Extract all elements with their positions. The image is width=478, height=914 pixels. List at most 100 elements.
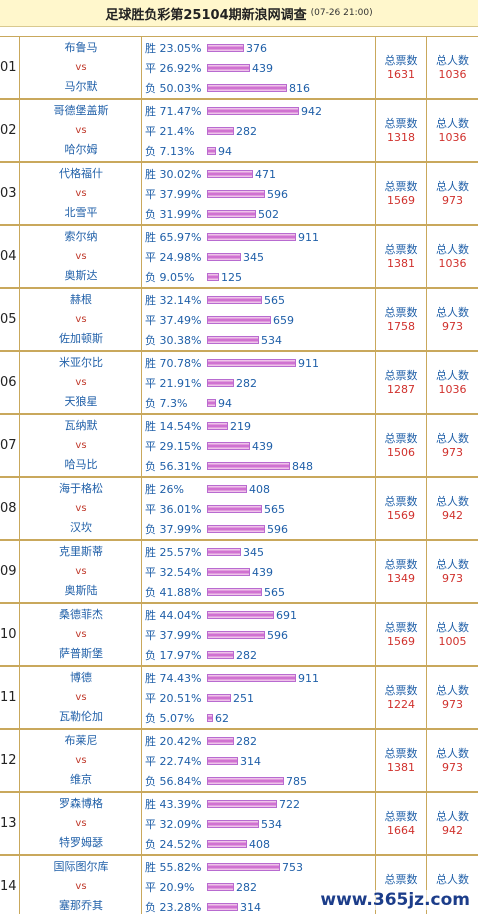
vote-bars: 胜 32.14% 565 平 37.49% 659 负 30.38% 534 <box>142 289 376 350</box>
lose-vote-bar <box>207 651 234 659</box>
lose-vote-count: 125 <box>221 270 242 284</box>
home-team[interactable]: 克里斯蒂 <box>59 545 103 558</box>
away-team[interactable]: 瓦勒伦加 <box>59 710 103 723</box>
win-percentage: 胜 71.47% <box>145 105 202 118</box>
draw-bar-line: 平 37.99% 596 <box>145 185 288 203</box>
draw-vote-count: 439 <box>252 61 273 75</box>
draw-vote-count: 596 <box>267 187 288 201</box>
lose-bar-line: 负 24.52% 408 <box>145 835 270 853</box>
win-bar-line: 胜 71.47% 942 <box>145 102 322 120</box>
lose-vote-bar <box>207 777 284 785</box>
lose-vote-count: 534 <box>261 333 282 347</box>
total-people-value: 973 <box>442 446 463 459</box>
total-people-value: 973 <box>442 698 463 711</box>
lose-bar-line: 负 30.38% 534 <box>145 331 282 349</box>
total-votes-value: 1506 <box>387 446 415 459</box>
win-vote-bar <box>207 548 241 556</box>
lose-vote-count: 62 <box>215 711 229 725</box>
total-people-label: 总人数 <box>436 558 469 571</box>
win-percentage: 胜 25.57% <box>145 546 202 559</box>
win-vote-bar <box>207 359 296 367</box>
total-votes-label: 总票数 <box>384 243 418 256</box>
win-percentage: 胜 44.04% <box>145 609 202 622</box>
win-vote-bar <box>207 422 228 430</box>
away-team[interactable]: 北雪平 <box>64 206 98 219</box>
total-votes-value: 1664 <box>387 824 415 837</box>
away-team[interactable]: 哈尔姆 <box>64 143 98 156</box>
lose-percentage: 负 56.31% <box>145 460 202 473</box>
draw-vote-count: 565 <box>264 502 285 516</box>
away-team[interactable]: 佐加顿斯 <box>59 332 103 345</box>
vote-bars: 胜 70.78% 911 平 21.91% 282 负 7.3% 94 <box>142 352 376 413</box>
away-team[interactable]: 马尔默 <box>64 80 98 93</box>
win-vote-count: 911 <box>298 356 319 370</box>
away-team[interactable]: 维京 <box>70 773 92 786</box>
win-vote-bar <box>207 800 277 808</box>
home-team[interactable]: 索尔纳 <box>64 230 98 243</box>
away-team[interactable]: 塞那乔其 <box>59 899 103 912</box>
draw-bar-line: 平 32.09% 534 <box>145 815 282 833</box>
survey-datetime: (07-26 21:00) <box>310 8 373 18</box>
draw-vote-bar <box>207 253 241 261</box>
total-people-label: 总人数 <box>436 243 469 256</box>
away-team[interactable]: 奥斯陆 <box>64 584 98 597</box>
draw-vote-count: 251 <box>233 691 254 705</box>
home-team[interactable]: 罗森博格 <box>59 797 103 810</box>
total-votes-value: 1381 <box>387 257 415 270</box>
win-vote-bar <box>207 674 296 682</box>
draw-vote-count: 439 <box>252 439 273 453</box>
match-teams: 罗森博格 vs 特罗姆瑟 <box>20 793 142 854</box>
vs-label: vs <box>75 818 87 829</box>
total-people-cell: 总人数 942 <box>427 793 478 854</box>
match-row: 04 索尔纳 vs 奥斯达 胜 65.97% 911 平 24.98% 345 <box>0 225 478 288</box>
match-number: 14 <box>0 856 20 914</box>
match-number: 04 <box>0 226 20 287</box>
home-team[interactable]: 布莱尼 <box>64 734 98 747</box>
home-team[interactable]: 海于格松 <box>59 482 103 495</box>
draw-bar-line: 平 24.98% 345 <box>145 248 264 266</box>
home-team[interactable]: 博德 <box>70 671 92 684</box>
win-bar-line: 胜 74.43% 911 <box>145 669 319 687</box>
away-team[interactable]: 萨普斯堡 <box>59 647 103 660</box>
vote-bars: 胜 65.97% 911 平 24.98% 345 负 9.05% 125 <box>142 226 376 287</box>
away-team[interactable]: 哈马比 <box>64 458 98 471</box>
lose-vote-count: 282 <box>236 648 257 662</box>
away-team[interactable]: 天狼星 <box>64 395 98 408</box>
draw-vote-bar <box>207 820 259 828</box>
match-row: 01 布鲁马 vs 马尔默 胜 23.05% 376 平 26.92% 439 <box>0 36 478 99</box>
draw-percentage: 平 21.4% <box>145 125 195 138</box>
home-team[interactable]: 代格福什 <box>59 167 103 180</box>
vote-bars: 胜 26% 408 平 36.01% 565 负 37.99% 596 <box>142 478 376 539</box>
total-people-cell: 总人数 <box>427 856 478 914</box>
win-vote-bar <box>207 611 274 619</box>
win-percentage: 胜 43.39% <box>145 798 202 811</box>
total-people-cell: 总人数 973 <box>427 541 478 602</box>
draw-vote-count: 314 <box>240 754 261 768</box>
home-team[interactable]: 国际图尔库 <box>53 860 109 873</box>
draw-vote-bar <box>207 127 234 135</box>
lose-bar-line: 负 56.84% 785 <box>145 772 307 790</box>
away-team[interactable]: 特罗姆瑟 <box>59 836 103 849</box>
home-team[interactable]: 布鲁马 <box>64 41 98 54</box>
lose-percentage: 负 30.38% <box>145 334 202 347</box>
home-team[interactable]: 米亚尔比 <box>59 356 103 369</box>
win-vote-bar <box>207 737 234 745</box>
match-teams: 博德 vs 瓦勒伦加 <box>20 667 142 728</box>
home-team[interactable]: 桑德菲杰 <box>59 608 103 621</box>
home-team[interactable]: 瓦纳默 <box>64 419 98 432</box>
lose-bar-line: 负 5.07% 62 <box>145 709 229 727</box>
home-team[interactable]: 哥德堡盖斯 <box>53 104 109 117</box>
draw-percentage: 平 26.92% <box>145 62 202 75</box>
home-team[interactable]: 赫根 <box>70 293 92 306</box>
total-people-value: 1036 <box>438 383 467 396</box>
win-vote-count: 753 <box>282 860 303 874</box>
away-team[interactable]: 汉坎 <box>70 521 92 534</box>
win-percentage: 胜 70.78% <box>145 357 202 370</box>
lose-bar-line: 负 41.88% 565 <box>145 583 285 601</box>
lose-vote-bar <box>207 210 256 218</box>
lose-percentage: 负 41.88% <box>145 586 202 599</box>
win-bar-line: 胜 55.82% 753 <box>145 858 303 876</box>
away-team[interactable]: 奥斯达 <box>64 269 98 282</box>
match-number: 03 <box>0 163 20 224</box>
match-teams: 布莱尼 vs 维京 <box>20 730 142 791</box>
